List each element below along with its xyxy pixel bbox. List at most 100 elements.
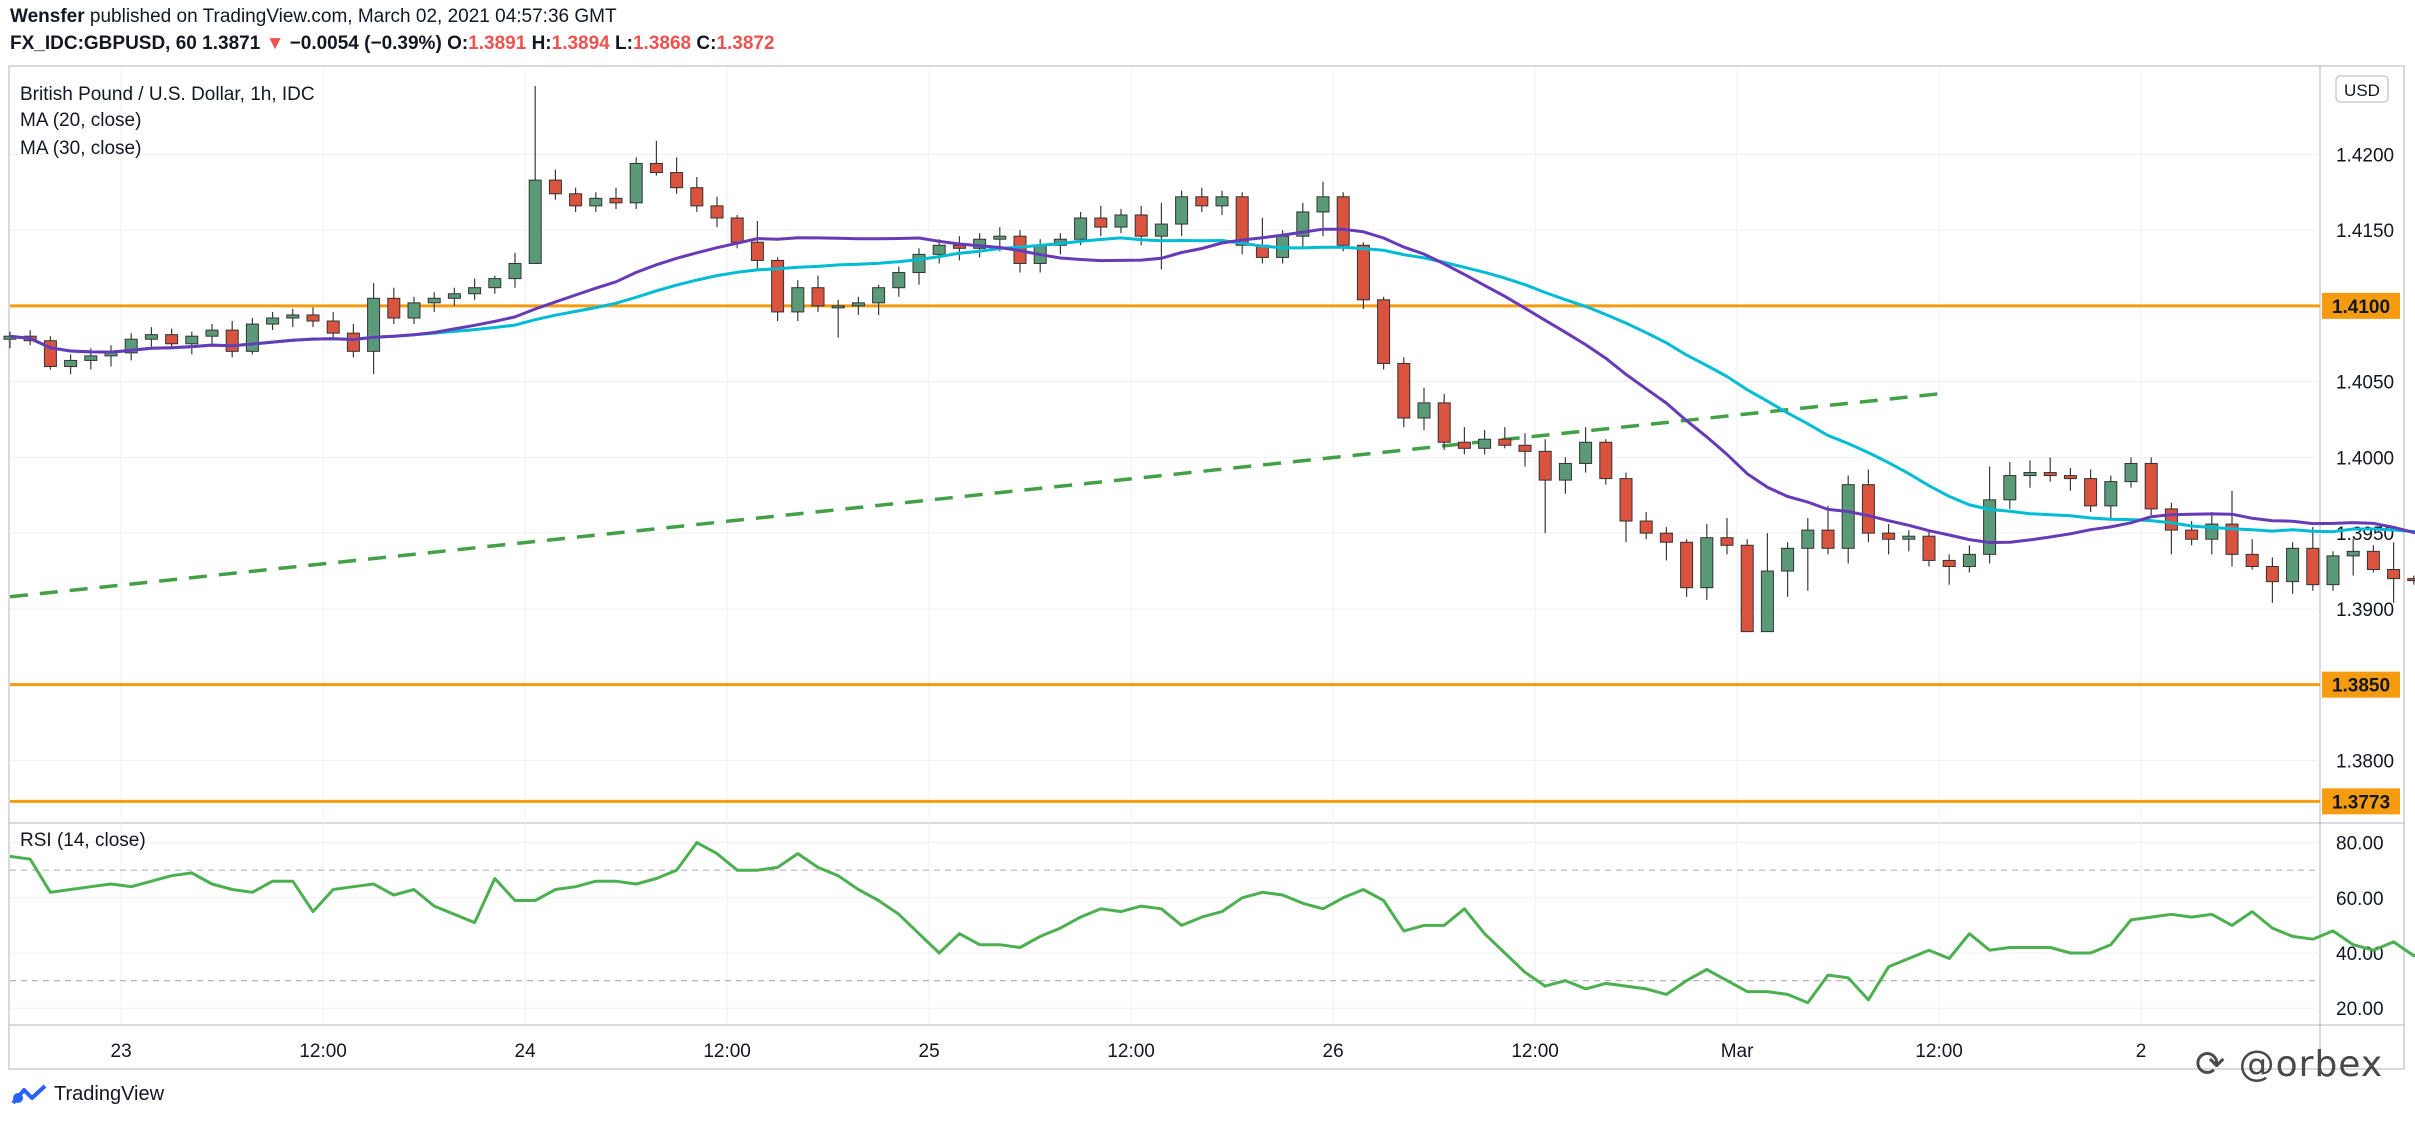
symbol-name[interactable]: FX_IDC:GBPUSD, 60 [10, 33, 197, 54]
candle-body [2185, 529, 2199, 540]
candle [104, 345, 118, 367]
publish-line: Wensfer published on TradingView.com, Ma… [10, 6, 617, 28]
chart-title: British Pound / U.S. Dollar, 1h, IDC [20, 84, 315, 105]
tradingview-brand[interactable]: TradingView [10, 1083, 164, 1106]
candle [1760, 533, 1774, 633]
candle-body [1336, 196, 1350, 246]
candle [2387, 542, 2401, 603]
price-tick-label: 1.3950 [2336, 524, 2394, 545]
candle-body [548, 179, 562, 195]
price-tick-label: 1.3800 [2336, 751, 2394, 772]
candle [2286, 542, 2300, 594]
candle [1296, 202, 1310, 249]
candle [892, 266, 906, 297]
candle [912, 248, 926, 285]
candle-body [1498, 438, 1512, 446]
price-change: −0.0054 (−0.39%) [289, 33, 442, 54]
candle-body [1639, 520, 1653, 534]
candle-body [1821, 529, 1835, 549]
publish-author[interactable]: Wensfer [10, 6, 85, 27]
candle [1538, 439, 1552, 534]
candle-body [2326, 555, 2340, 586]
candle-body [1437, 402, 1451, 443]
candle [144, 327, 158, 347]
candle-body [1134, 214, 1148, 237]
level-price-tag [2322, 788, 2400, 815]
candle [2084, 469, 2098, 512]
currency-label: USD [2344, 81, 2380, 100]
candle-body [266, 317, 280, 325]
candle [1397, 357, 1411, 428]
candle-body [1175, 196, 1189, 225]
candle [1417, 387, 1431, 431]
candle-body [690, 187, 704, 207]
candle [1922, 530, 1936, 567]
candle [1659, 527, 1673, 561]
candle [1639, 511, 1653, 540]
price-tick-label: 1.4000 [2336, 448, 2394, 469]
candle-body [629, 162, 643, 204]
candle [1882, 524, 1896, 555]
close-value: 1.3872 [716, 33, 775, 54]
candle [589, 192, 603, 212]
time-tick-label: 24 [515, 1041, 537, 1062]
candle-body [1902, 535, 1916, 540]
candle-body [346, 332, 360, 352]
candle [1316, 181, 1330, 237]
candle-body [2346, 550, 2360, 557]
candle [508, 252, 522, 288]
level-price-label: 1.3773 [2332, 792, 2390, 813]
candle [2326, 551, 2340, 591]
candle-body [447, 293, 461, 299]
candle [1599, 439, 1613, 485]
candle-body [205, 329, 219, 337]
candle-body [932, 244, 946, 255]
low-value: 1.3868 [632, 33, 692, 54]
candle-body [225, 329, 239, 352]
candle-body [2265, 565, 2279, 583]
candle [2265, 557, 2279, 603]
candle [306, 307, 320, 328]
candle [2407, 575, 2415, 585]
candle [952, 236, 966, 261]
candle [1700, 524, 1714, 600]
candle [124, 333, 138, 361]
candle [1861, 469, 1875, 543]
candle [1134, 205, 1148, 246]
candle [1579, 427, 1593, 473]
rsi-tick-label: 20.00 [2336, 999, 2384, 1020]
candle [468, 278, 482, 300]
candle [609, 187, 623, 209]
candle-body [1619, 478, 1633, 522]
level-price-tag [2322, 671, 2400, 698]
candle [64, 354, 78, 375]
candle-body [710, 205, 724, 219]
candle-body [1235, 196, 1249, 246]
candle [710, 196, 724, 228]
candle [1740, 539, 1754, 633]
candle [1457, 427, 1471, 455]
candle [690, 177, 704, 212]
candle [447, 287, 461, 306]
candle [427, 292, 441, 312]
candle [1114, 208, 1128, 234]
candle-body [2084, 478, 2098, 507]
candle-body [286, 314, 300, 319]
candle [2104, 475, 2118, 518]
candle [1175, 190, 1189, 237]
candle [2366, 545, 2380, 573]
candle [528, 86, 542, 264]
candle [2043, 457, 2057, 482]
candle-body [1114, 214, 1128, 228]
candle [811, 275, 825, 312]
candle-body [1680, 541, 1694, 589]
candle-body [771, 259, 785, 313]
candle [43, 336, 57, 370]
candle-body [64, 359, 78, 367]
candle-body [508, 262, 522, 280]
high-label: H: [531, 33, 552, 54]
candle [750, 221, 764, 270]
candle [225, 321, 239, 358]
